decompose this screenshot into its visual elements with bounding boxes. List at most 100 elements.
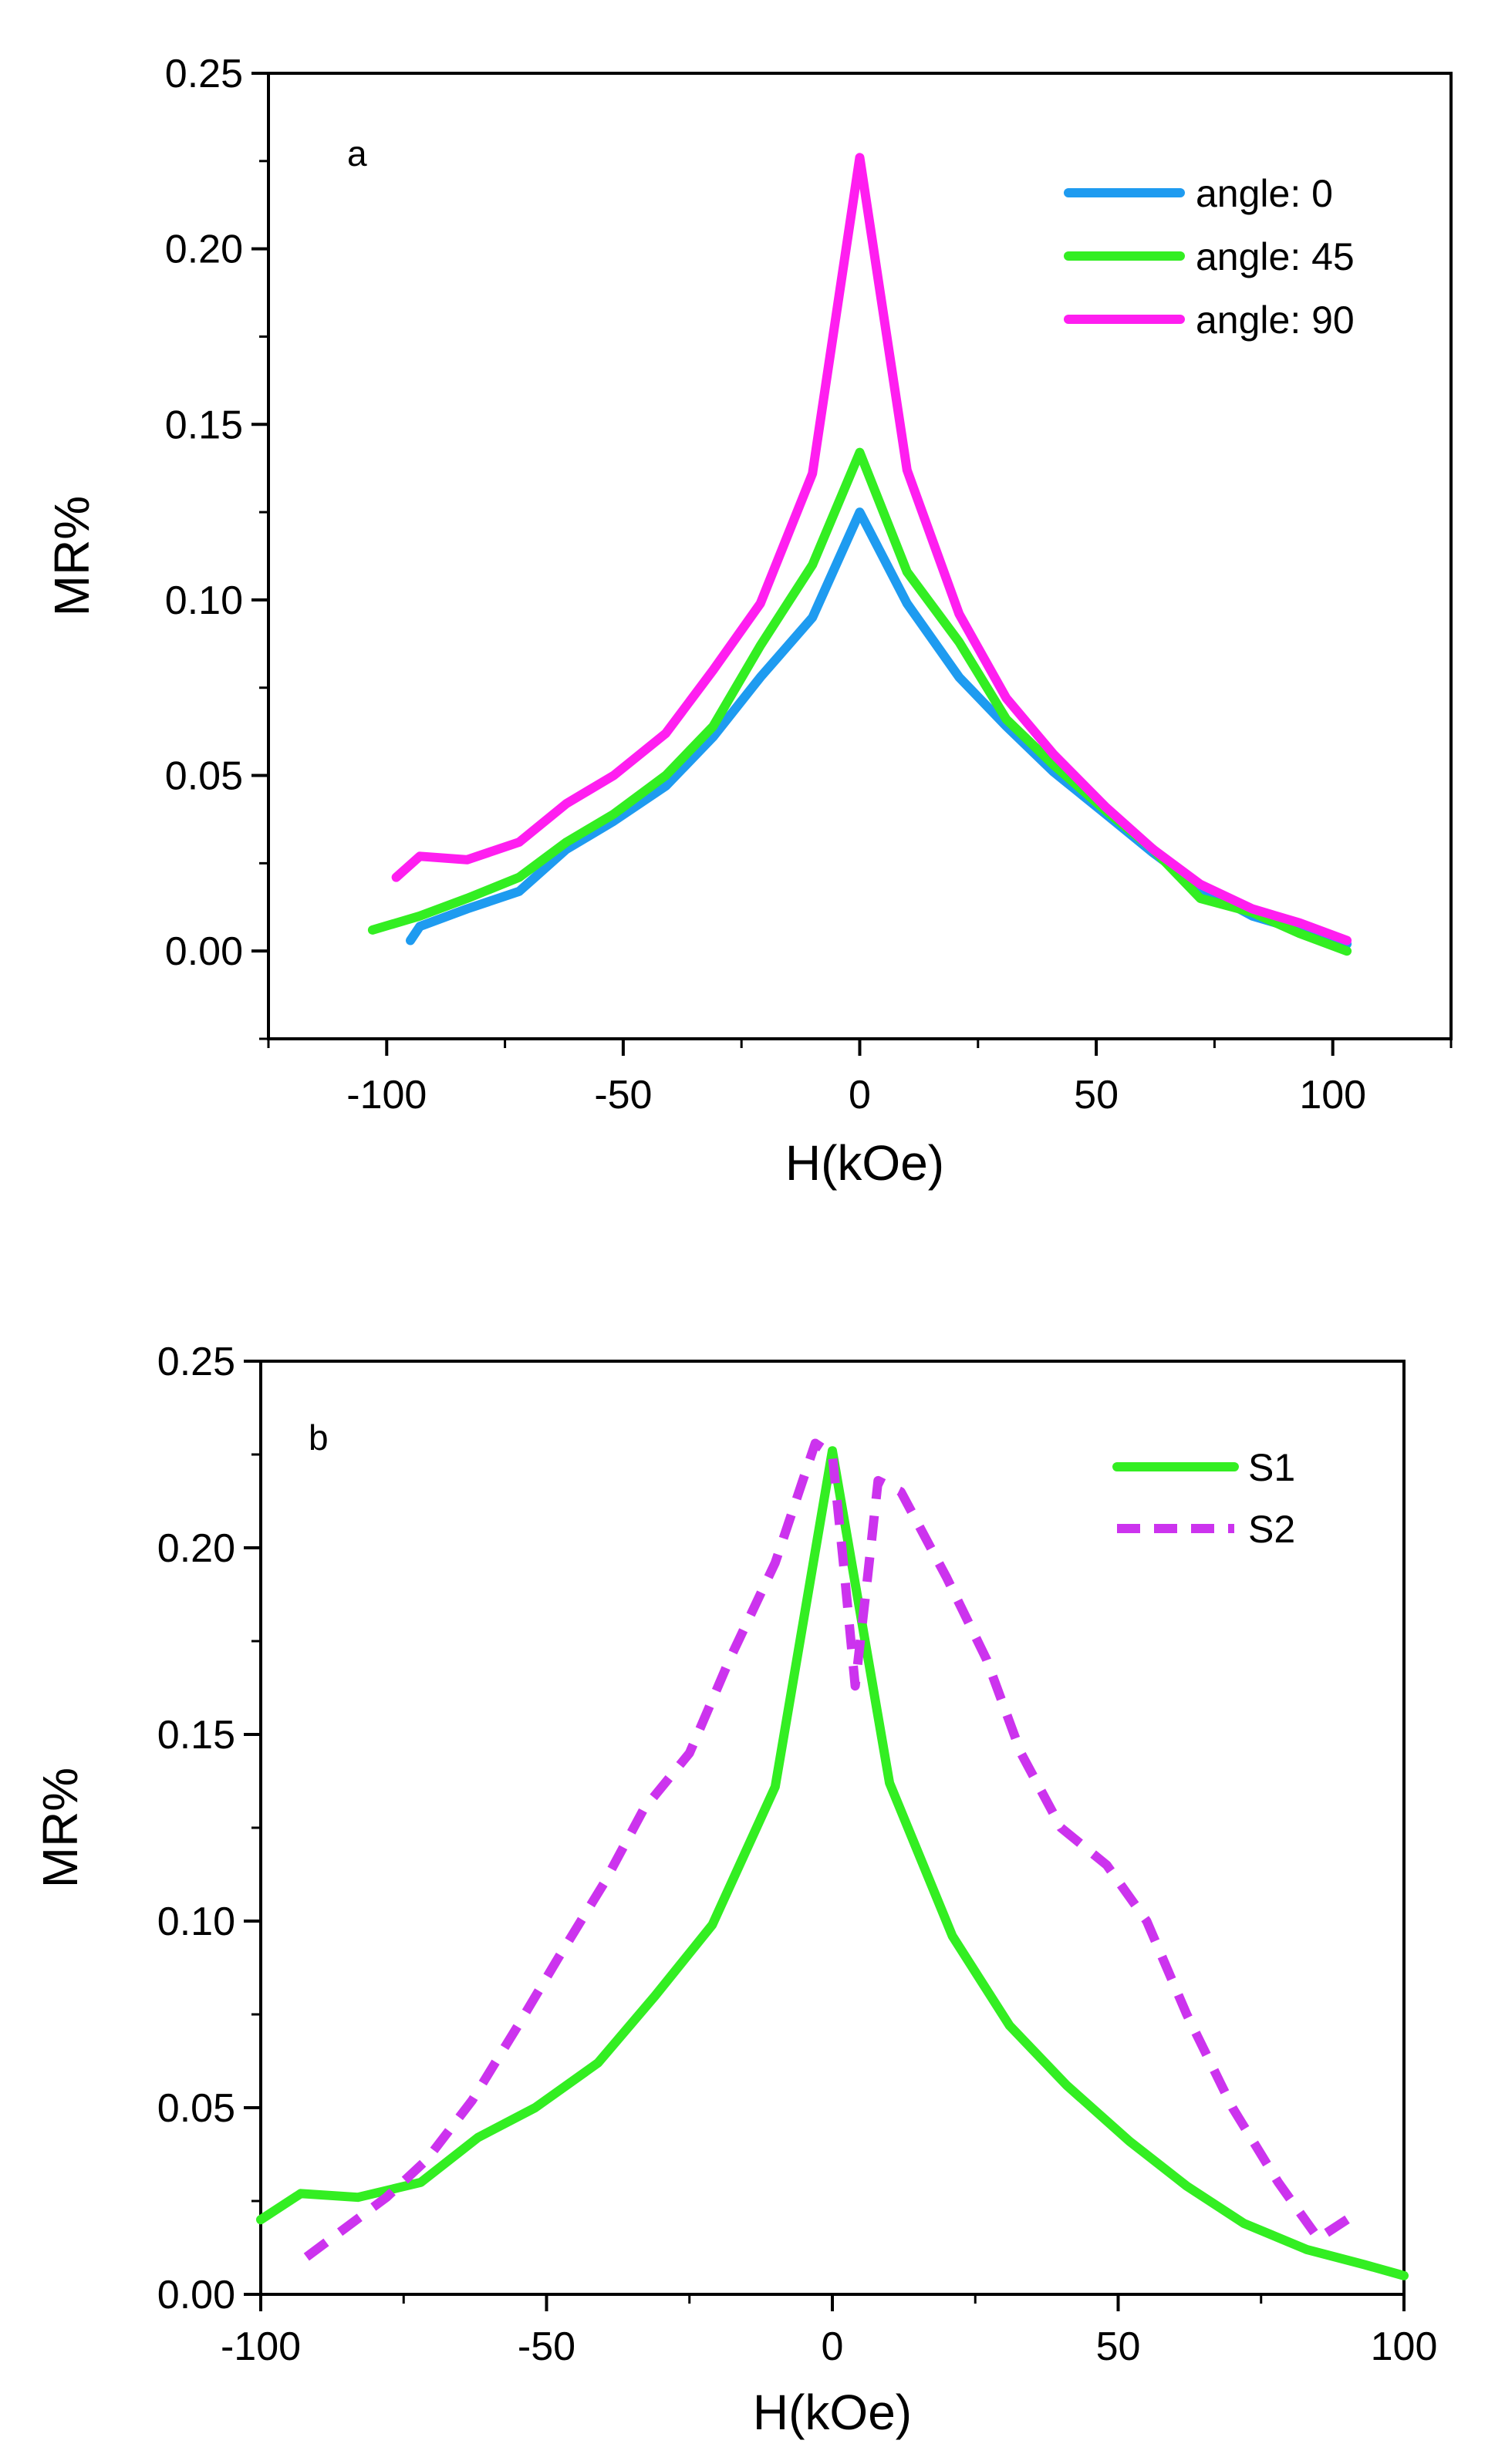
data-point-a-3: [1004, 695, 1010, 701]
series-line-a-3: [391, 153, 1352, 945]
series-group-b: [256, 1438, 1409, 2280]
data-point-a-1: [417, 923, 423, 929]
data-point-b-1: [1361, 2261, 1367, 2267]
data-point-a-2: [370, 927, 376, 933]
data-point-a-3: [663, 730, 669, 737]
data-point-b-2: [383, 2194, 390, 2200]
data-point-b-2: [687, 1750, 693, 1756]
data-point-a-2: [710, 723, 716, 730]
data-point-a-3: [758, 600, 764, 606]
data-point-a-3: [710, 667, 716, 673]
data-point-b-2: [343, 2224, 349, 2230]
x-tick-label-b: -100: [221, 2324, 301, 2369]
panel-label-b: b: [309, 1417, 329, 1458]
data-point-a-2: [516, 875, 522, 881]
data-point-b-2: [640, 1806, 646, 1812]
y-tick-label-b: 0.05: [157, 2086, 235, 2131]
panel-label-a: a: [347, 133, 367, 174]
data-point-b-2: [1315, 2235, 1321, 2241]
y-tick-label-a: 0.20: [165, 228, 243, 272]
data-point-b-2: [727, 1657, 733, 1663]
data-point-a-3: [1249, 906, 1255, 912]
data-point-b-2: [1104, 1862, 1110, 1868]
data-point-a-1: [407, 938, 413, 944]
data-point-b-2: [812, 1440, 818, 1446]
x-tick-label-a: 100: [1299, 1073, 1366, 1117]
x-tick-label-a: -50: [594, 1073, 652, 1117]
data-point-a-3: [417, 853, 423, 859]
data-point-a-1: [809, 615, 815, 621]
y-tick-label-a: 0.05: [165, 754, 243, 799]
series-line-b-1: [256, 1446, 1409, 2280]
x-tick-label-b: 50: [1096, 2324, 1141, 2369]
y-tick-label-a: 0.00: [165, 929, 243, 974]
data-point-a-2: [857, 450, 863, 456]
data-point-b-1: [1401, 2273, 1407, 2279]
data-point-a-1: [758, 674, 764, 680]
data-point-a-1: [464, 906, 471, 912]
series-line-b-2: [303, 1438, 1361, 2261]
series-group-a: [367, 153, 1352, 956]
data-point-a-2: [417, 913, 423, 919]
x-tick-label-b: 100: [1371, 2324, 1438, 2369]
data-point-a-3: [464, 857, 471, 863]
data-point-b-1: [1064, 2082, 1070, 2088]
y-tick-label-a: 0.10: [165, 578, 243, 623]
legend-a: angle: 0 angle: 45 angle: 90: [1064, 172, 1355, 342]
data-point-a-3: [1197, 881, 1203, 888]
data-point-a-3: [1297, 920, 1303, 926]
data-point-a-2: [611, 811, 617, 817]
data-point-b-1: [709, 1922, 715, 1928]
data-point-a-1: [857, 509, 863, 515]
data-point-a-1: [516, 888, 522, 895]
data-point-b-2: [515, 2023, 521, 2029]
data-point-a-2: [1004, 716, 1010, 723]
y-tick-label-a: 0.15: [165, 403, 243, 447]
data-point-b-2: [555, 1955, 561, 1961]
data-point-b-1: [258, 2216, 264, 2223]
data-point-b-2: [829, 1451, 835, 1458]
data-point-a-3: [563, 801, 569, 807]
legend-label-a: angle: 0: [1196, 172, 1333, 215]
data-point-a-2: [563, 839, 569, 845]
data-point-b-2: [984, 1657, 990, 1663]
data-point-b-1: [417, 2179, 424, 2186]
data-point-a-3: [393, 875, 400, 881]
x-tick-label-a: 50: [1074, 1073, 1119, 1117]
data-point-b-2: [863, 1582, 869, 1588]
plot-frame-b: [259, 1360, 1406, 2296]
data-point-a-3: [857, 154, 863, 160]
y-axis-title-a: MR%: [44, 496, 100, 616]
data-point-a-3: [904, 467, 910, 473]
data-point-a-3: [1150, 846, 1156, 852]
data-point-b-2: [1230, 2105, 1236, 2111]
series-line-a-2: [367, 447, 1352, 956]
data-point-b-1: [652, 1993, 658, 1999]
data-point-b-1: [1183, 2183, 1190, 2189]
data-point-b-2: [1355, 2210, 1362, 2216]
data-point-b-2: [424, 2157, 430, 2163]
data-point-b-2: [841, 1563, 847, 1569]
data-point-a-2: [904, 568, 910, 575]
y-tick-label-a: 0.25: [165, 52, 243, 96]
legend-label-a: angle: 90: [1196, 298, 1355, 342]
data-point-a-3: [1102, 804, 1109, 811]
data-point-b-2: [852, 1683, 859, 1689]
x-tick-label-a: 0: [849, 1073, 871, 1117]
data-point-a-2: [1297, 930, 1303, 936]
data-point-b-1: [532, 2105, 538, 2111]
y-tick-label-b: 0.15: [157, 1713, 235, 1758]
data-point-a-2: [758, 642, 764, 649]
data-point-a-3: [1344, 938, 1350, 944]
data-point-a-2: [464, 895, 471, 902]
data-point-b-2: [1275, 2179, 1281, 2186]
data-point-a-1: [904, 600, 910, 606]
data-point-b-1: [595, 2060, 601, 2066]
y-tick-label-b: 0.00: [157, 2273, 235, 2317]
data-point-b-2: [943, 1575, 950, 1581]
y-axis-ticks-b: 0.00 0.05 0.10 0.15 0.20 0.25: [157, 1340, 261, 2317]
data-point-b-1: [355, 2194, 361, 2200]
legend-label-b: S2: [1248, 1508, 1295, 1551]
legend-label-b: S1: [1248, 1446, 1295, 1489]
